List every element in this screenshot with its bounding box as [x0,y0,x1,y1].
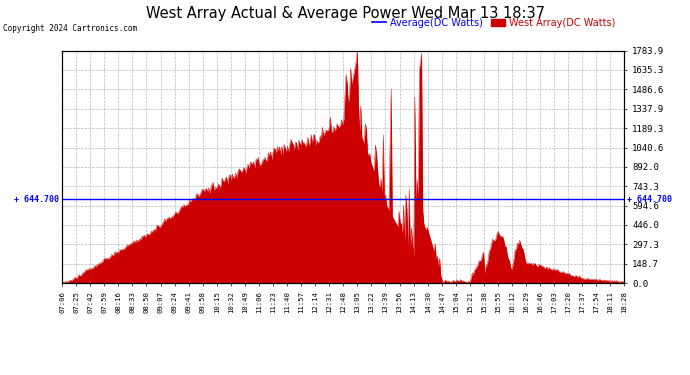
Text: + 644.700: + 644.700 [627,195,672,204]
Text: Copyright 2024 Cartronics.com: Copyright 2024 Cartronics.com [3,24,137,33]
Legend: Average(DC Watts), West Array(DC Watts): Average(DC Watts), West Array(DC Watts) [368,13,620,32]
Text: + 644.700: + 644.700 [14,195,59,204]
Text: West Array Actual & Average Power Wed Mar 13 18:37: West Array Actual & Average Power Wed Ma… [146,6,544,21]
